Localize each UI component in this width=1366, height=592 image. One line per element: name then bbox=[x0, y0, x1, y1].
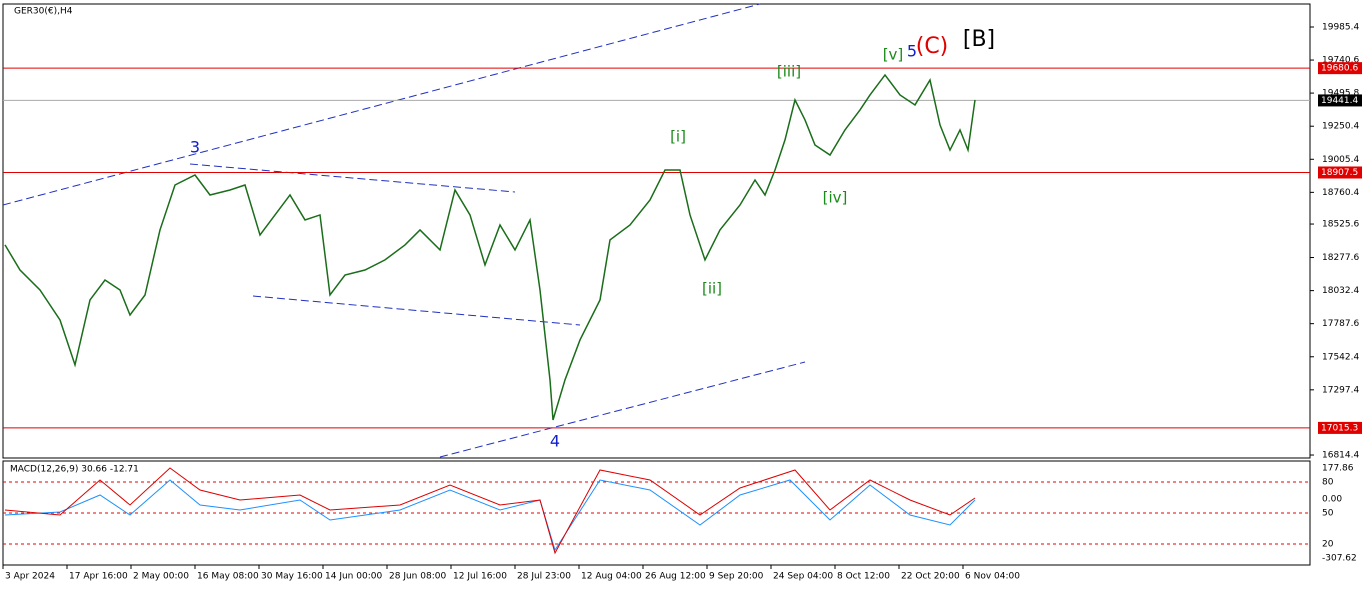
level-tag bbox=[1318, 94, 1362, 107]
level-tag bbox=[1318, 166, 1362, 179]
price-line bbox=[4, 73, 976, 421]
level-label: 17015.3 bbox=[1321, 423, 1358, 433]
time-label: 3 Apr 2024 bbox=[5, 572, 55, 582]
wave-label: [iii] bbox=[777, 63, 801, 81]
price-tick-label: 18760.4 bbox=[1322, 188, 1359, 198]
channel-line bbox=[2, 3, 761, 206]
price-tick-label: 17542.4 bbox=[1322, 352, 1359, 362]
wave-label: [iv] bbox=[823, 189, 848, 207]
price-tick-label: 19495.8 bbox=[1322, 89, 1359, 99]
main-pane bbox=[2, 3, 1311, 459]
macd-axis-label: 20 bbox=[1322, 540, 1334, 550]
time-label: 6 Nov 04:00 bbox=[965, 572, 1020, 582]
channel-line bbox=[439, 361, 806, 458]
time-label: 28 Jun 08:00 bbox=[389, 572, 446, 582]
time-label: 17 Apr 16:00 bbox=[69, 572, 128, 582]
time-label: 12 Jul 16:00 bbox=[453, 572, 507, 582]
price-tick-label: 19250.4 bbox=[1322, 122, 1359, 132]
time-label: 14 Jun 00:00 bbox=[325, 572, 382, 582]
time-label: 2 May 00:00 bbox=[133, 572, 189, 582]
price-tick-label: 19740.6 bbox=[1322, 56, 1359, 66]
price-tick-label: 18032.4 bbox=[1322, 286, 1359, 296]
wave-label: (C) bbox=[916, 34, 949, 59]
macd-label: MACD(12,26,9) 30.66 -12.71 bbox=[10, 465, 139, 475]
time-label: 9 Sep 20:00 bbox=[709, 572, 764, 582]
price-tick-label: 18277.6 bbox=[1322, 253, 1359, 263]
price-tick-label: 17787.6 bbox=[1322, 319, 1359, 329]
price-tick-label: 19005.4 bbox=[1322, 155, 1359, 165]
macd-axis-label: -307.62 bbox=[1322, 554, 1357, 564]
time-label: 26 Aug 12:00 bbox=[645, 572, 706, 582]
macd-signal-sketch bbox=[4, 479, 976, 552]
time-label: 22 Oct 20:00 bbox=[901, 572, 960, 582]
wave-label: [i] bbox=[670, 128, 686, 146]
time-label: 16 May 08:00 bbox=[197, 572, 259, 582]
wave-label: 5 bbox=[907, 42, 917, 61]
macd-line-sketch bbox=[4, 467, 976, 555]
time-label: 24 Sep 04:00 bbox=[773, 572, 833, 582]
level-tag bbox=[1318, 62, 1362, 75]
time-label: 30 May 16:00 bbox=[261, 572, 323, 582]
wave-label: [ii] bbox=[702, 280, 722, 298]
wave-label: 4 bbox=[550, 432, 560, 451]
time-label: 28 Jul 23:00 bbox=[517, 572, 571, 582]
level-label: 18907.5 bbox=[1321, 168, 1358, 178]
wedge-line bbox=[252, 295, 581, 326]
price-tick-label: 17297.4 bbox=[1322, 385, 1359, 395]
macd-axis-label: 177.86 bbox=[1322, 464, 1354, 474]
level-tag bbox=[1318, 421, 1362, 434]
symbol-label: GER30(€),H4 bbox=[14, 7, 73, 17]
time-label: 8 Oct 12:00 bbox=[837, 572, 890, 582]
wedge-line bbox=[189, 163, 516, 193]
wave-label: [v] bbox=[883, 46, 904, 64]
level-label: 19680.6 bbox=[1321, 64, 1358, 74]
price-tick-label: 19985.4 bbox=[1322, 23, 1359, 33]
wave-label: 3 bbox=[190, 138, 200, 157]
macd-axis-label: 50 bbox=[1322, 509, 1334, 519]
macd-axis-label: 0.00 bbox=[1322, 495, 1342, 505]
time-label: 12 Aug 04:00 bbox=[581, 572, 642, 582]
wave-label: [B] bbox=[963, 27, 995, 52]
price-tick-label: 16814.4 bbox=[1322, 451, 1359, 461]
macd-axis-label: 80 bbox=[1322, 478, 1334, 488]
price-tick-label: 18525.6 bbox=[1322, 220, 1359, 230]
level-label: 19441.4 bbox=[1321, 96, 1358, 106]
